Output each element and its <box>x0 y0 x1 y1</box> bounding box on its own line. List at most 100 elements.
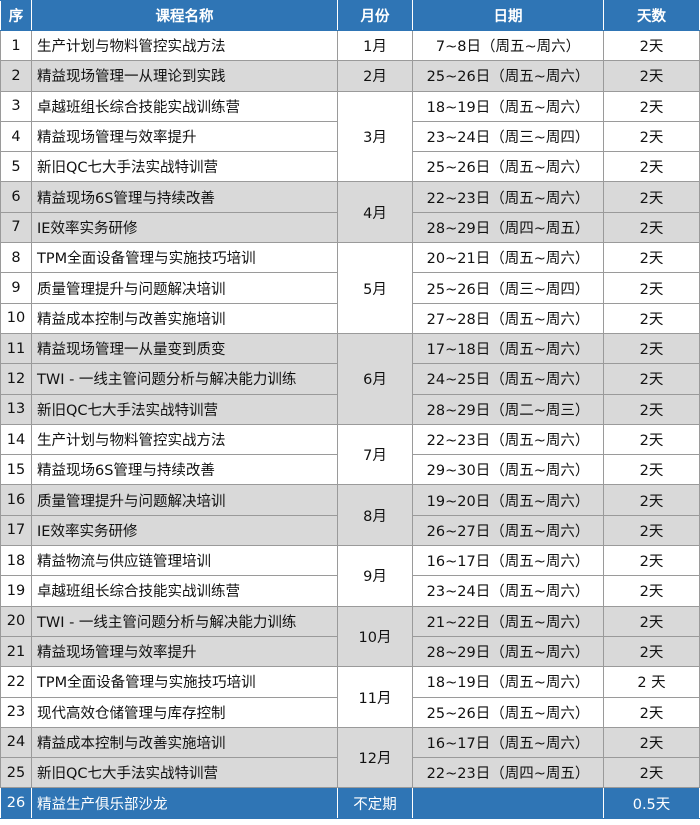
row-number: 16 <box>0 484 32 516</box>
course-name: 生产计划与物料管控实战方法 <box>31 29 338 62</box>
date-cell: 25~26日（周五~周六） <box>412 151 604 183</box>
course-name: 卓越班组长综合技能实战训练营 <box>31 575 338 607</box>
table-row: 2 精益现场管理一从理论到实践 2月 25~26日（周五~周六） 2天 <box>0 60 700 92</box>
days-cell: 2天 <box>603 332 700 365</box>
header-name: 课程名称 <box>31 0 338 31</box>
row-number: 2 <box>0 60 32 92</box>
table-row: 24 精益成本控制与改善实施培训 12月 16~17日（周五~周六） 2天 <box>0 726 700 789</box>
row-number: 17 <box>0 514 32 547</box>
course-name: 现代高效仓储管理与库存控制 <box>31 696 338 728</box>
table-row: 26 精益生产俱乐部沙龙 不定期 0.5天 <box>0 787 700 819</box>
row-number: 22 <box>0 666 32 698</box>
table-row: 8 TPM全面设备管理与实施技巧培训 5月 20~21日（周五~周六） 2天 <box>0 242 700 334</box>
row-number: 12 <box>0 363 32 395</box>
month-cell: 11月 <box>337 666 413 728</box>
days-cell: 2天 <box>603 120 700 153</box>
row-number: 18 <box>0 545 32 577</box>
course-name: 新旧QC七大手法实战特训营 <box>31 757 338 789</box>
date-cell: 20~21日（周五~周六） <box>412 242 604 274</box>
row-number: 6 <box>0 181 32 213</box>
row-number: 23 <box>0 696 32 728</box>
month-cell: 2月 <box>337 60 413 92</box>
date-cell: 28~29日（周二~周三） <box>412 393 604 425</box>
date-cell: 23~24日（周三~周四） <box>412 120 604 153</box>
header-month: 月份 <box>337 0 413 31</box>
course-name: 精益现场管理与效率提升 <box>31 635 338 668</box>
date-cell: 29~30日（周五~周六） <box>412 454 604 486</box>
table-row: 6 精益现场6S管理与持续改善 4月 22~23日（周五~周六） 2天 <box>0 181 700 244</box>
days-cell: 2天 <box>603 272 700 304</box>
table-row: 17 IE效率实务研修 26~27日（周五~周六） 2天 <box>0 514 700 547</box>
date-cell: 7~8日（周五~周六） <box>412 29 604 62</box>
course-name: IE效率实务研修 <box>31 514 338 547</box>
course-name: 质量管理提升与问题解决培训 <box>31 484 338 516</box>
month-cell: 12月 <box>337 726 413 789</box>
course-name: 精益成本控制与改善实施培训 <box>31 302 338 334</box>
month-cell: 4月 <box>337 181 413 244</box>
date-cell: 25~26日（周五~周六） <box>412 60 604 92</box>
days-cell: 2天 <box>603 423 700 456</box>
table-row: 16 质量管理提升与问题解决培训 8月 19~20日（周五~周六） 2天 <box>0 484 700 547</box>
row-number: 14 <box>0 423 32 456</box>
row-number: 9 <box>0 272 32 304</box>
days-cell: 2天 <box>603 242 700 274</box>
days-cell: 2 天 <box>603 666 700 698</box>
date-cell: 22~23日（周四~周五） <box>412 757 604 789</box>
month-cell: 3月 <box>337 90 413 183</box>
row-number: 7 <box>0 211 32 244</box>
table-header: 序 课程名称 月份 日期 天数 <box>0 0 700 31</box>
row-number: 5 <box>0 151 32 183</box>
date-cell: 23~24日（周五~周六） <box>412 575 604 607</box>
table-row: 1 生产计划与物料管控实战方法 1月 7~8日（周五~周六） 2天 <box>0 29 700 62</box>
table-row: 22 TPM全面设备管理与实施技巧培训 11月 18~19日（周五~周六） 2 天 <box>0 666 700 728</box>
days-cell: 0.5天 <box>603 787 700 819</box>
course-name: 精益现场6S管理与持续改善 <box>31 181 338 213</box>
course-name: TPM全面设备管理与实施技巧培训 <box>31 242 338 274</box>
days-cell: 2天 <box>603 454 700 486</box>
date-cell: 28~29日（周四~周五） <box>412 211 604 244</box>
date-cell: 18~19日（周五~周六） <box>412 90 604 122</box>
row-number: 4 <box>0 120 32 153</box>
course-name: TWI - 一线主管问题分析与解决能力训练 <box>31 605 338 637</box>
date-cell: 16~17日（周五~周六） <box>412 545 604 577</box>
days-cell: 2天 <box>603 635 700 668</box>
month-cell: 5月 <box>337 242 413 334</box>
days-cell: 2天 <box>603 605 700 637</box>
date-cell: 28~29日（周五~周六） <box>412 635 604 668</box>
days-cell: 2天 <box>603 575 700 607</box>
course-name: 精益现场管理与效率提升 <box>31 120 338 153</box>
course-name: 质量管理提升与问题解决培训 <box>31 272 338 304</box>
table-row: 20 TWI - 一线主管问题分析与解决能力训练 10月 21~22日（周五~周六） 2… <box>0 605 700 668</box>
course-name: 精益生产俱乐部沙龙 <box>31 787 338 819</box>
course-name: 精益现场管理一从量变到质变 <box>31 332 338 365</box>
days-cell: 2天 <box>603 302 700 334</box>
row-number: 15 <box>0 454 32 486</box>
course-name: 精益成本控制与改善实施培训 <box>31 726 338 759</box>
table-row: 5 新旧QC七大手法实战特训营 25~26日（周五~周六） 2天 <box>0 151 700 183</box>
days-cell: 2天 <box>603 151 700 183</box>
days-cell: 2天 <box>603 726 700 759</box>
date-cell: 19~20日（周五~周六） <box>412 484 604 516</box>
table-row: 3 卓越班组长综合技能实战训练营 3月 18~19日（周五~周六） 2天 <box>0 90 700 183</box>
month-cell: 不定期 <box>337 787 413 819</box>
table-row: 25 新旧QC七大手法实战特训营 22~23日（周四~周五） 2天 <box>0 757 700 789</box>
month-cell: 7月 <box>337 423 413 486</box>
days-cell: 2天 <box>603 29 700 62</box>
row-number: 24 <box>0 726 32 759</box>
month-cell: 9月 <box>337 545 413 607</box>
table-row: 10 精益成本控制与改善实施培训 27~28日（周五~周六） 2天 <box>0 302 700 334</box>
days-cell: 2天 <box>603 757 700 789</box>
date-cell: 24~25日（周五~周六） <box>412 363 604 395</box>
header-num: 序 <box>0 0 32 31</box>
date-cell: 18~19日（周五~周六） <box>412 666 604 698</box>
course-name: IE效率实务研修 <box>31 211 338 244</box>
table-row: 19 卓越班组长综合技能实战训练营 23~24日（周五~周六） 2天 <box>0 575 700 607</box>
date-cell: 26~27日（周五~周六） <box>412 514 604 547</box>
course-name: 精益物流与供应链管理培训 <box>31 545 338 577</box>
table-row: 14 生产计划与物料管控实战方法 7月 22~23日（周五~周六） 2天 <box>0 423 700 486</box>
row-number: 20 <box>0 605 32 637</box>
date-cell: 27~28日（周五~周六） <box>412 302 604 334</box>
row-number: 26 <box>0 787 32 819</box>
row-number: 1 <box>0 29 32 62</box>
